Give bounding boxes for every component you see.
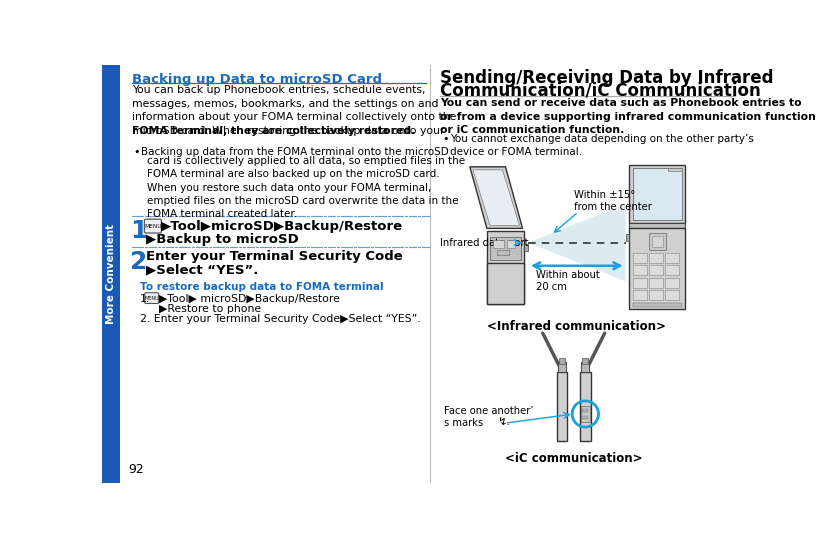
Bar [631, 290, 645, 300]
Text: 1.: 1. [139, 294, 150, 304]
Bar [581, 362, 589, 371]
Text: •: • [441, 134, 448, 144]
Text: ▶Tool▶microSD▶Backup/Restore: ▶Tool▶microSD▶Backup/Restore [161, 220, 403, 233]
Text: Infrared data port: Infrared data port [440, 238, 528, 248]
Bar [556, 371, 567, 441]
Bar [581, 415, 588, 419]
FancyBboxPatch shape [145, 293, 159, 304]
Polygon shape [469, 167, 522, 229]
Bar [648, 266, 662, 275]
Text: 92: 92 [128, 463, 143, 476]
Text: ▶Backup to microSD: ▶Backup to microSD [146, 233, 298, 246]
Text: ▶Tool▶ microSD▶Backup/Restore: ▶Tool▶ microSD▶Backup/Restore [159, 294, 340, 304]
Polygon shape [527, 204, 625, 281]
Text: Within ±15°
from the center: Within ±15° from the center [574, 190, 652, 212]
Text: <iC communication>: <iC communication> [505, 452, 641, 465]
Bar [631, 266, 645, 275]
Bar [492, 240, 504, 248]
Text: MENU: MENU [144, 224, 161, 229]
Bar [664, 290, 678, 300]
Text: More Convenient: More Convenient [106, 224, 115, 324]
Bar [486, 231, 523, 304]
Bar [631, 253, 645, 263]
Bar [559, 358, 564, 364]
Bar [523, 244, 527, 251]
Text: Backing up data from the FOMA terminal onto the microSD: Backing up data from the FOMA terminal o… [141, 147, 449, 157]
Text: Sending/Receiving Data by Infrared: Sending/Receiving Data by Infrared [440, 69, 773, 87]
Bar [625, 234, 629, 242]
Bar [631, 168, 681, 220]
Text: ↯.: ↯. [496, 417, 509, 427]
Text: Face one another’
s marks: Face one another’ s marks [444, 406, 533, 428]
Bar [558, 362, 565, 371]
Text: ▶Select “YES”.: ▶Select “YES”. [146, 263, 258, 276]
Bar [667, 168, 681, 172]
Bar [664, 277, 678, 288]
Text: To restore backup data to FOMA terminal: To restore backup data to FOMA terminal [139, 282, 382, 292]
FancyBboxPatch shape [144, 219, 161, 233]
Text: ▶Restore to phone: ▶Restore to phone [159, 304, 261, 314]
Bar [648, 253, 662, 263]
Bar [629, 223, 685, 229]
Text: •: • [133, 147, 140, 157]
Bar [629, 229, 685, 310]
Bar [651, 236, 662, 247]
Bar [648, 277, 662, 288]
Polygon shape [473, 170, 518, 225]
Text: 2. Enter your Terminal Security Code▶Select “YES”.: 2. Enter your Terminal Security Code▶Sel… [139, 314, 420, 324]
Bar [580, 406, 589, 422]
Bar [631, 303, 681, 307]
Bar [631, 277, 645, 288]
Text: Within about
20 cm: Within about 20 cm [535, 270, 599, 292]
Text: MENU: MENU [144, 295, 159, 301]
Bar [629, 165, 685, 223]
Bar [581, 358, 588, 364]
Bar [581, 409, 588, 413]
Text: You can back up Phonebook entries, schedule events,
messages, memos, bookmarks, : You can back up Phonebook entries, sched… [132, 85, 455, 149]
Text: card is collectively applied to all data, so emptied files in the
FOMA terminal : card is collectively applied to all data… [147, 156, 465, 219]
Bar [664, 253, 678, 263]
Text: 1: 1 [130, 219, 147, 243]
Bar [490, 237, 520, 260]
Bar [579, 371, 590, 441]
Bar [648, 233, 665, 250]
Text: You can send or receive data such as Phonebook entries to
or from a device suppo: You can send or receive data such as Pho… [440, 98, 815, 135]
Text: Communication/iC Communication: Communication/iC Communication [440, 81, 760, 99]
Text: Enter your Terminal Security Code: Enter your Terminal Security Code [146, 250, 402, 263]
Text: Backing up Data to microSD Card: Backing up Data to microSD Card [132, 73, 382, 86]
Text: <Infrared communication>: <Infrared communication> [486, 320, 665, 333]
Text: You cannot exchange data depending on the other party’s
device or FOMA terminal.: You cannot exchange data depending on th… [449, 134, 753, 157]
Bar [496, 250, 509, 255]
Bar [486, 263, 523, 304]
Text: 2: 2 [130, 250, 147, 274]
Bar [506, 240, 514, 248]
Bar [102, 65, 120, 483]
Bar [648, 290, 662, 300]
Bar [664, 266, 678, 275]
Text: FOMA terminal, they are collectively restored.: FOMA terminal, they are collectively res… [132, 126, 414, 136]
